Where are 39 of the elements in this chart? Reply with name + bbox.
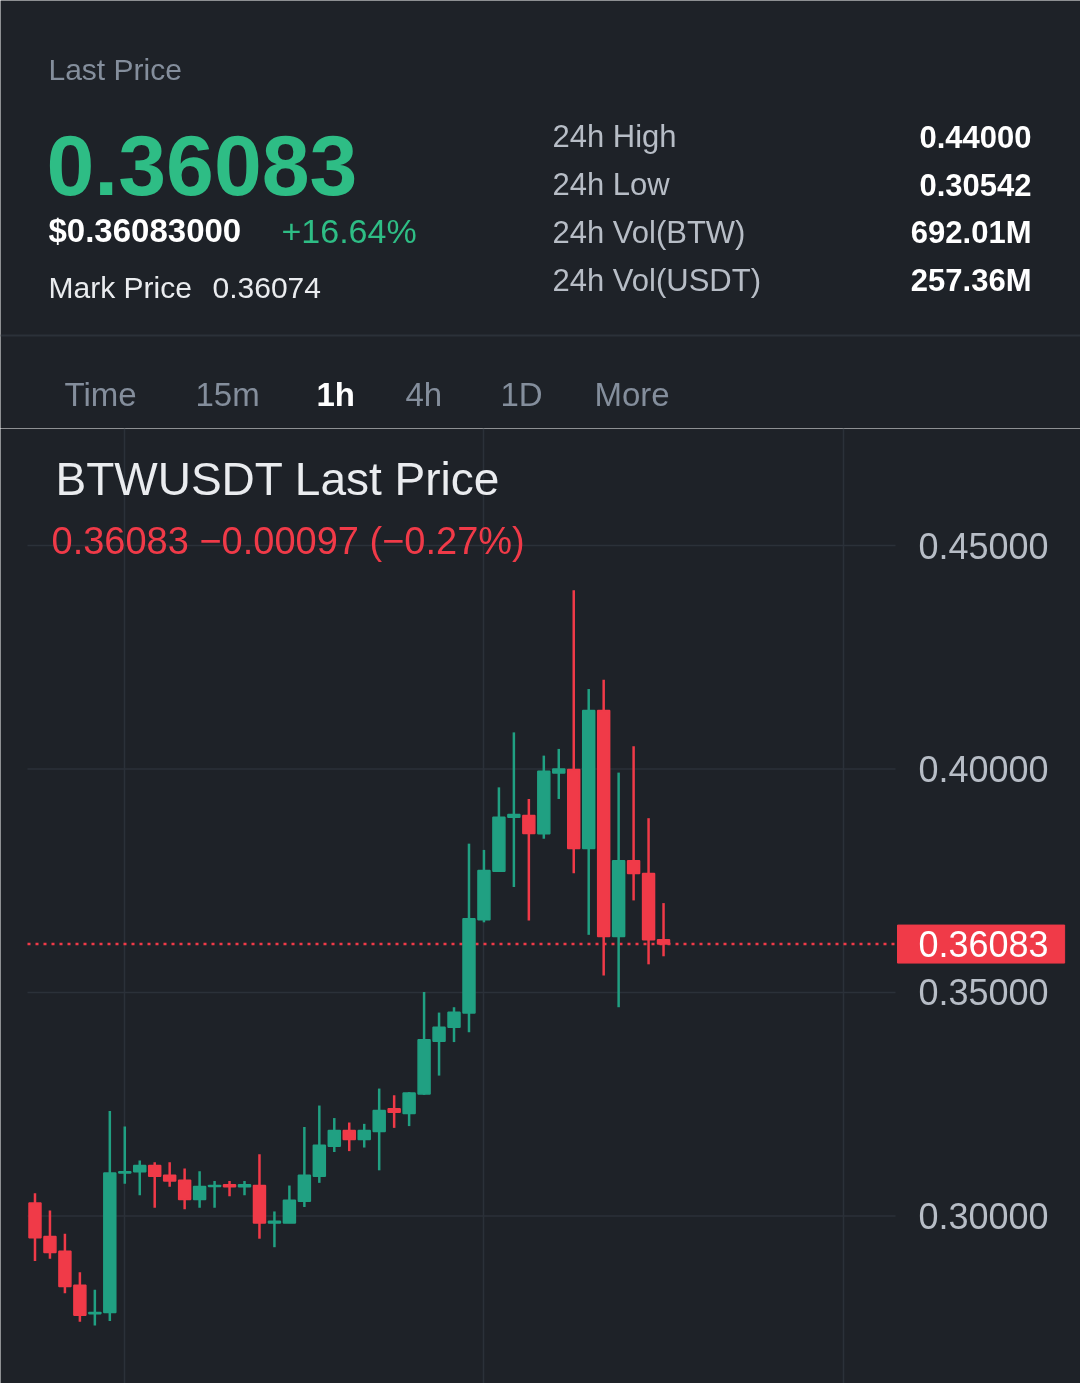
text: $0.36083000 [48,212,242,249]
text: Mark Price [48,271,192,304]
text: More [594,376,670,413]
candlestick [177,1167,192,1211]
candlestick [192,1169,207,1210]
text: 24h Vol(BTW) [552,215,746,250]
y-tick-label: 0.40000 [918,749,1049,791]
text: 15m [195,376,260,413]
candlestick [162,1161,177,1189]
text: BTWUSDT Last Price [55,452,500,505]
text: +16.64% [281,211,417,250]
candlestick [118,1125,132,1185]
text: 0.30542 [919,167,1032,203]
text: 0.36083 −0.00097 (−0.27%) [51,519,525,562]
text: 24h High [552,119,677,154]
candlestick [522,797,536,922]
text: 692.01M [910,215,1032,250]
candlestick [147,1161,162,1210]
text: 1h [316,376,356,413]
text: 0.36074 [212,270,321,304]
text: 257.36M [910,263,1032,298]
candlestick [282,1184,297,1225]
y-tick-label: 0.45000 [918,525,1049,567]
y-tick-label: 0.30000 [918,1195,1049,1237]
text: 24h Low [552,167,671,202]
text: 24h Vol(USDT) [552,263,761,298]
text: 0.36083 [46,117,358,213]
y-tick-label: 0.35000 [918,972,1049,1014]
text: 1D [500,376,543,413]
candlestick [626,744,641,902]
text: Last Price [48,53,182,86]
ref-line-label: 0.36083 [918,924,1049,966]
text: 4h [405,376,443,413]
candlestick [342,1121,356,1153]
candlestick [327,1116,342,1154]
text: Time [64,376,137,413]
text: 0.44000 [919,119,1032,155]
candlestick [387,1094,401,1130]
candlestick [267,1210,282,1249]
